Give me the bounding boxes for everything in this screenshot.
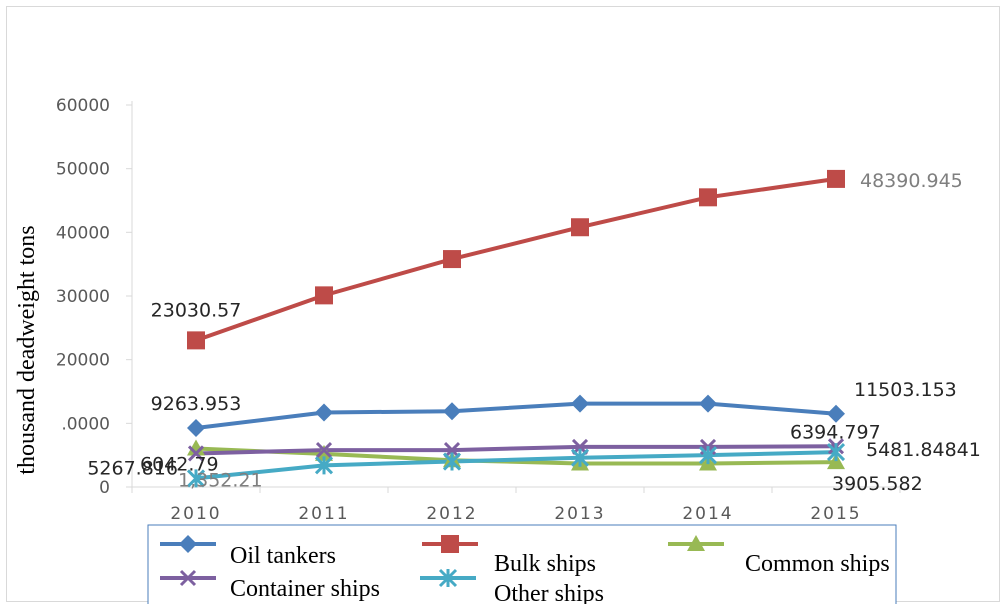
y-tick-label: .0000: [61, 414, 110, 434]
y-tick-label: 40000: [56, 223, 110, 243]
square-marker: [441, 535, 459, 553]
data-label: 6394.797: [790, 421, 881, 443]
star-marker: [314, 456, 334, 475]
x-marker: [315, 442, 333, 459]
legend-entry: Other ships: [420, 568, 604, 604]
data-label: 23030.57: [151, 299, 242, 321]
y-tick-label: 30000: [56, 287, 110, 307]
diamond-marker: [571, 394, 589, 413]
x-tick-label: 2012: [426, 504, 477, 524]
legend-entry: Common ships: [668, 535, 890, 577]
legend-entry: Oil tankers: [160, 535, 336, 569]
square-marker: [315, 286, 333, 305]
legend-box: [147, 524, 897, 604]
series-lines: [195, 176, 837, 481]
square-marker: [187, 331, 205, 350]
diamond-marker: [187, 419, 205, 438]
x-marker: [443, 442, 461, 459]
y-tick-label: 0: [99, 478, 110, 498]
legend-label: Common ships: [745, 551, 890, 577]
series-line: [195, 401, 837, 431]
data-label: 6042.79: [140, 454, 219, 476]
data-label: 5481.84841: [866, 439, 981, 461]
series-line: [195, 446, 837, 466]
triangle-marker: [687, 535, 705, 551]
square-marker: [827, 169, 845, 188]
x-tick-label: 2010: [170, 504, 221, 524]
legend-label: Container ships: [230, 576, 380, 602]
y-axis-label: thousand deadweight tons: [14, 225, 40, 474]
x-marker: [179, 569, 197, 587]
legend-label: Bulk ships: [494, 551, 596, 577]
data-label: 11503.153: [854, 379, 957, 401]
diamond-marker: [827, 404, 845, 423]
x-tick-label: 2011: [298, 504, 349, 524]
star-marker: [438, 568, 458, 588]
data-labels: 23030.57 48390.945 9263.953 11503.153 6042.7…: [87, 170, 981, 495]
diamond-marker: [699, 394, 717, 413]
triangle-marker: [187, 439, 205, 456]
data-label: 1,352.21: [178, 469, 263, 491]
x-marker: [187, 445, 205, 462]
star-marker: [186, 469, 206, 488]
series-markers: [186, 169, 846, 488]
series-line: [195, 444, 837, 456]
diamond-marker: [315, 403, 333, 422]
x-tick-label: 2014: [682, 504, 733, 524]
data-label: 3905.582: [832, 473, 923, 495]
legend-label: Oil tankers: [230, 543, 336, 569]
square-marker: [443, 250, 461, 269]
series-line: [195, 176, 837, 343]
legend: Oil tankers Bulk ships Common ships Contain…: [147, 524, 897, 604]
triangle-marker: [827, 453, 845, 470]
diamond-marker: [443, 402, 461, 421]
y-tick-label: 50000: [56, 160, 110, 180]
diamond-marker: [179, 535, 197, 553]
triangle-marker: [315, 444, 333, 461]
x-axis: 2010 2011 2012 2013 2014 2015: [131, 486, 901, 524]
star-marker: [698, 446, 718, 465]
data-label: 9263.953: [151, 393, 242, 415]
y-axis: 0 .0000 20000 30000 40000 50000 60000: [56, 96, 133, 498]
x-tick-label: 2015: [810, 504, 861, 524]
series-line: [195, 450, 837, 481]
legend-label: Other ships: [494, 581, 604, 604]
star-marker: [826, 443, 846, 462]
square-marker: [571, 218, 589, 237]
y-tick-label: 20000: [56, 351, 110, 371]
data-label: 48390.945: [860, 170, 963, 192]
x-tick-label: 2013: [554, 504, 605, 524]
legend-entry: Container ships: [160, 569, 380, 602]
legend-entry: Bulk ships: [422, 535, 596, 577]
square-marker: [699, 188, 717, 207]
y-tick-label: 60000: [56, 96, 110, 116]
star-marker: [570, 448, 590, 467]
data-label: 5267.816: [87, 457, 178, 479]
star-marker: [442, 452, 462, 471]
